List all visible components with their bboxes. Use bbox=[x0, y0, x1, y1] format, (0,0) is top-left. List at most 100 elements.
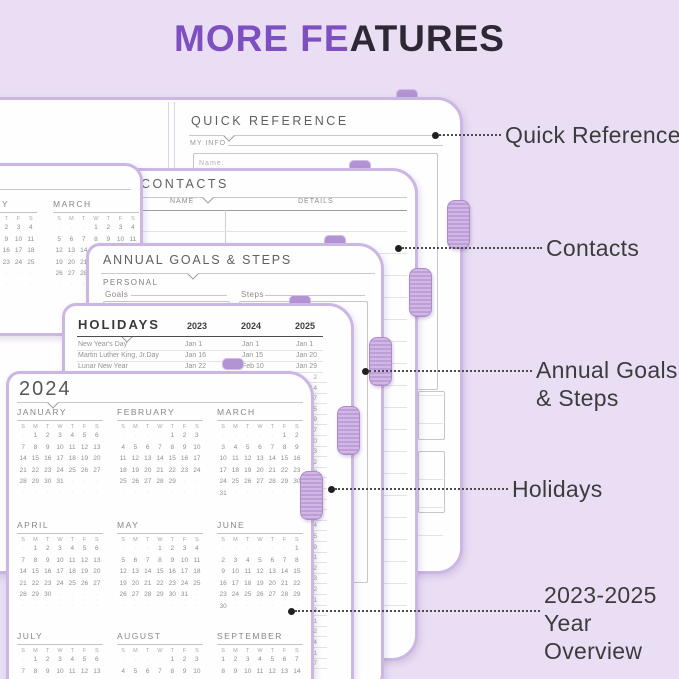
date-row: 21 22 23 24 25 26 27 bbox=[17, 465, 103, 477]
date-cell: 28 bbox=[19, 591, 27, 599]
day-letter: T bbox=[270, 424, 274, 430]
date-cell: 10 bbox=[193, 667, 201, 675]
date-cell: 12 bbox=[244, 455, 252, 463]
date-cell: 19 bbox=[131, 466, 140, 474]
date-cell: · bbox=[271, 432, 274, 439]
date-cell: 22 bbox=[156, 579, 164, 587]
callout-label-year-overview: 2023-2025 Year Overview bbox=[544, 582, 657, 664]
date-cell: 6 bbox=[69, 235, 74, 243]
date-cell: 26 bbox=[80, 466, 89, 474]
day-letter: F bbox=[282, 537, 287, 543]
date-cell: · bbox=[234, 603, 237, 610]
date-cell: 3 bbox=[233, 556, 238, 564]
day-letter: T bbox=[106, 216, 110, 222]
date-cell: 27 bbox=[144, 478, 152, 486]
date-cell: 3 bbox=[58, 432, 62, 440]
date-cell: 27 bbox=[268, 591, 276, 599]
date-cell: 15 bbox=[280, 455, 289, 463]
page-crease bbox=[174, 102, 175, 169]
date-cell: 7 bbox=[282, 556, 287, 564]
date-cell: 11 bbox=[256, 667, 264, 675]
date-cell: 21 bbox=[19, 466, 27, 474]
date-cell: 12 bbox=[80, 443, 89, 451]
day-letter: F bbox=[282, 648, 287, 654]
date-cell: 29 bbox=[280, 478, 289, 486]
date-cell: 17 bbox=[193, 455, 201, 463]
month-name: SEPTEMBER bbox=[217, 631, 283, 641]
date-cell: 10 bbox=[193, 443, 201, 451]
date-cell: 23 bbox=[219, 591, 227, 599]
date-cell: 12 bbox=[119, 568, 127, 576]
date-cell: 9 bbox=[182, 443, 187, 451]
heading-rule bbox=[139, 197, 407, 198]
name-field-label: Name: bbox=[199, 160, 225, 167]
date-row: 21 22 23 24 25 26 27 bbox=[17, 578, 103, 590]
month-name: JANUARY bbox=[17, 407, 68, 417]
date-row: 4 5 6 7 8 9 10 bbox=[117, 666, 203, 678]
day-letter: M bbox=[69, 216, 74, 222]
date-cell: · bbox=[122, 490, 125, 497]
date-cell: · bbox=[5, 282, 8, 289]
date-cell: 20 bbox=[268, 579, 276, 587]
date-cell: · bbox=[158, 603, 161, 610]
date-cell: 26 bbox=[131, 478, 140, 486]
date-cell: 4 bbox=[121, 667, 125, 675]
date-cell: · bbox=[82, 224, 85, 231]
callout-line-contacts bbox=[402, 247, 542, 249]
date-cell: · bbox=[71, 478, 74, 485]
date-cell: 28 bbox=[156, 478, 164, 486]
date-cell: 19 bbox=[256, 579, 264, 587]
holidays-header-rule bbox=[77, 336, 323, 337]
date-cell: · bbox=[134, 656, 137, 663]
month-rule bbox=[117, 644, 203, 645]
month-rule bbox=[17, 420, 103, 421]
date-cell: 19 bbox=[55, 258, 63, 266]
date-cell: · bbox=[271, 545, 274, 552]
date-cell: 26 bbox=[119, 591, 127, 599]
date-cell: 8 bbox=[295, 556, 299, 564]
date-cell: 6 bbox=[258, 443, 262, 451]
date-cell: · bbox=[146, 490, 149, 497]
month-name: MARCH bbox=[53, 199, 92, 209]
date-cell: 13 bbox=[93, 556, 101, 564]
date-cell: · bbox=[134, 432, 137, 439]
goals-label: Goals bbox=[105, 290, 129, 299]
day-letter: W bbox=[57, 648, 63, 654]
date-cell: 13 bbox=[93, 443, 101, 451]
day-letter: F bbox=[82, 537, 87, 543]
date-row: 10 11 12 13 14 15 16 bbox=[217, 453, 303, 465]
date-cell: 1 bbox=[221, 656, 225, 664]
day-letter: W bbox=[157, 648, 163, 654]
date-cell: 22 bbox=[280, 466, 289, 474]
day-letter: F bbox=[182, 537, 187, 543]
date-cell: · bbox=[146, 656, 149, 663]
month-rule bbox=[217, 533, 303, 534]
date-cell: 5 bbox=[57, 235, 61, 243]
date-cell: 5 bbox=[245, 443, 250, 451]
date-cell: · bbox=[58, 224, 61, 231]
date-cell: 16 bbox=[168, 568, 176, 576]
date-cell: 16 bbox=[44, 568, 52, 576]
date-cell: 21 bbox=[144, 579, 152, 587]
date-cell: 24 bbox=[231, 591, 240, 599]
date-cell: 5 bbox=[82, 656, 87, 664]
date-row: 9 10 11 12 13 14 15 bbox=[217, 566, 303, 578]
holiday-name: New Year's Day bbox=[78, 341, 128, 348]
day-letter: T bbox=[270, 648, 274, 654]
date-cell: · bbox=[195, 591, 198, 598]
date-cell: · bbox=[171, 603, 174, 610]
date-cell: 23 bbox=[168, 579, 176, 587]
date-cell: 8 bbox=[33, 556, 38, 564]
month-block: SEPTEMBERSMTWTFS123456789101112131415161… bbox=[217, 631, 303, 679]
date-row: · · · · · · · bbox=[117, 601, 203, 613]
date-row: 12 13 14 15 16 17 18 bbox=[117, 566, 203, 578]
day-letter: S bbox=[121, 537, 125, 543]
date-row: 24 25 26 27 28 29 30 bbox=[217, 476, 303, 488]
date-cell: · bbox=[22, 545, 25, 552]
date-cell: 12 bbox=[80, 556, 89, 564]
date-cell: 2 bbox=[295, 432, 299, 440]
day-letter: W bbox=[257, 537, 263, 543]
